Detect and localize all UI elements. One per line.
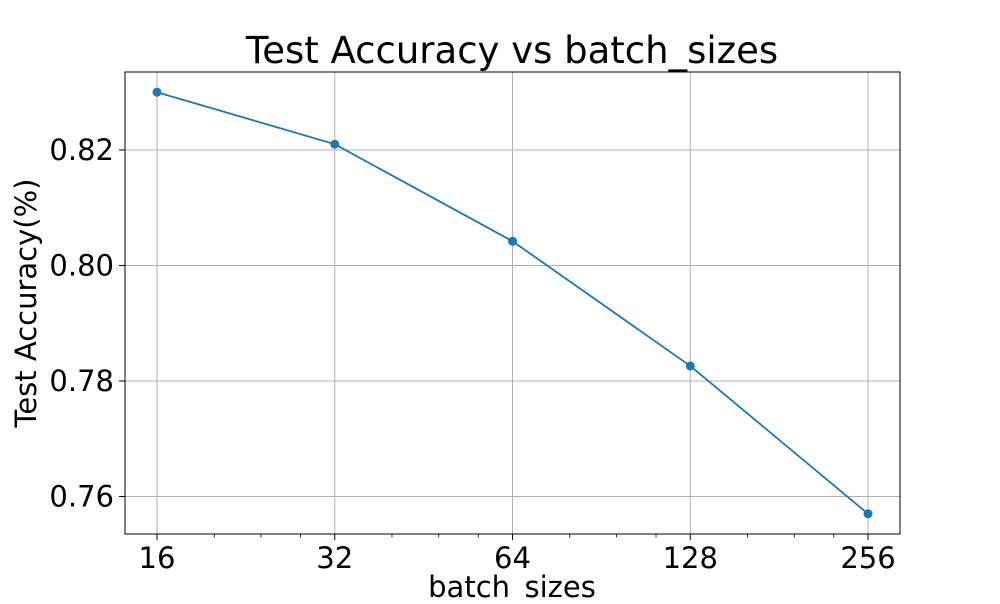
data-point xyxy=(152,87,162,97)
x-tick-label: 32 xyxy=(316,541,353,575)
y-tick-label: 0.80 xyxy=(49,248,114,282)
x-tick-label: 128 xyxy=(663,541,718,575)
series xyxy=(152,87,873,519)
plot-frame xyxy=(124,71,901,535)
data-point xyxy=(685,361,695,371)
data-point xyxy=(330,139,340,149)
y-tick-label: 0.76 xyxy=(49,479,114,513)
data-point xyxy=(863,509,873,519)
x-tick-label: 256 xyxy=(840,541,895,575)
y-axis-label: Test Accuracy(%) xyxy=(9,179,43,429)
x-tick-label: 64 xyxy=(494,541,531,575)
ticks: 16 32 64 128 256 0.76 0.78 0.80 0.82 xyxy=(49,133,895,575)
data-point xyxy=(508,236,517,246)
grid xyxy=(125,72,900,534)
y-tick-label: 0.82 xyxy=(49,133,114,167)
chart-title: Test Accuracy vs batch_sizes xyxy=(245,29,778,72)
y-tick-label: 0.78 xyxy=(49,364,114,398)
minor-ticks xyxy=(213,534,835,538)
x-axis-label: batch_sizes xyxy=(428,570,596,600)
x-tick-label: 16 xyxy=(139,541,176,575)
